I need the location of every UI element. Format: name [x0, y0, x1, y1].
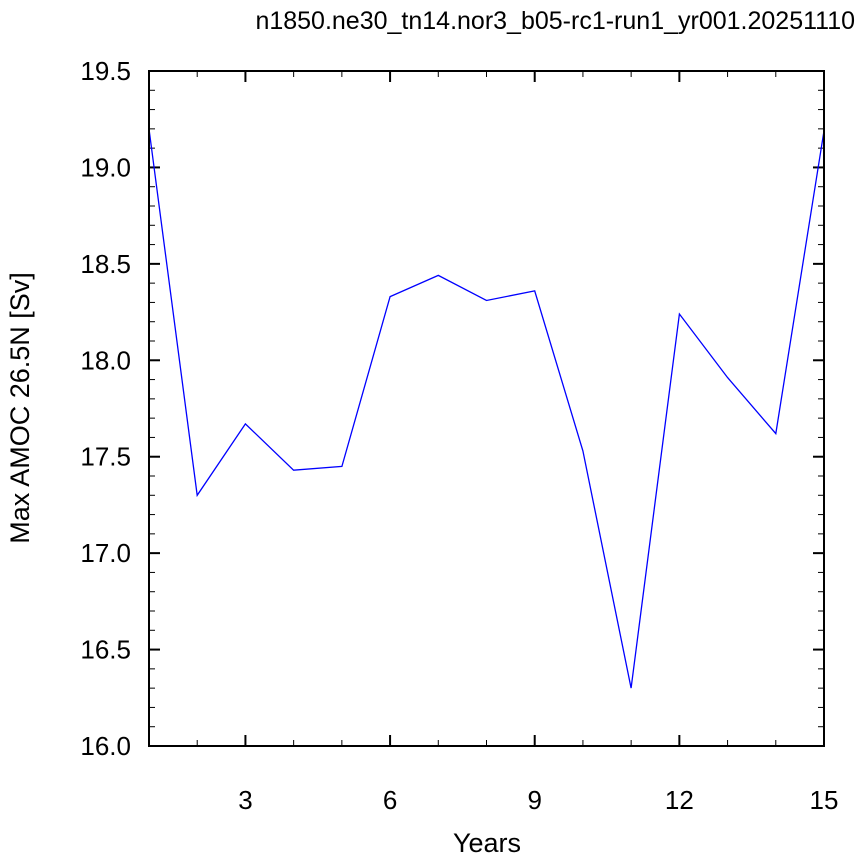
chart-title: n1850.ne30_tn14.nor3_b05-rc1-run1_yr001.…	[255, 7, 855, 35]
major-ticks	[149, 70, 825, 747]
tick-labels: 3 6 9 12 15 16.0 16.5 17.0 17.5 18.0 18.5 19.0 19.5	[80, 56, 838, 815]
y-tick-label: 16.5	[80, 635, 131, 665]
x-tick-label: 9	[527, 785, 541, 815]
minor-ticks	[148, 70, 825, 747]
y-tick-label: 18.5	[80, 249, 131, 279]
y-tick-label: 16.0	[80, 731, 131, 761]
y-tick-label: 17.0	[80, 538, 131, 568]
y-axis-title: Max AMOC 26.5N [Sv]	[5, 272, 35, 544]
series-line	[148, 128, 825, 689]
x-axis-title: Years	[453, 828, 521, 858]
y-tick-label: 19.0	[80, 152, 131, 182]
y-tick-label: 18.0	[80, 345, 131, 375]
x-tick-label: 6	[383, 785, 397, 815]
plot-frame	[148, 70, 825, 747]
y-tick-label: 19.5	[80, 56, 131, 86]
x-tick-label: 12	[665, 785, 694, 815]
x-tick-label: 15	[810, 785, 839, 815]
y-tick-label: 17.5	[80, 442, 131, 472]
x-tick-label: 3	[238, 785, 252, 815]
